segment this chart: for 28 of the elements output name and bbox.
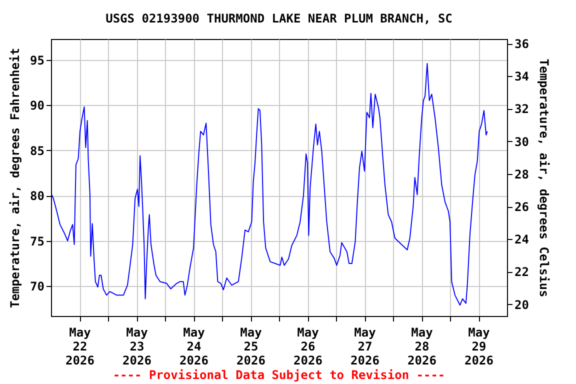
y2-tick-label: 24: [514, 232, 529, 247]
y-tick-label: 80: [30, 189, 44, 204]
x-tick-label: May 27 2026: [350, 326, 380, 368]
text: ---- Provisional Data Subject to Revision ----: [112, 368, 446, 382]
y2-tick-label: 26: [514, 200, 529, 214]
y-tick-label: 90: [30, 98, 44, 113]
y-tick-label: 70: [30, 280, 44, 294]
y2-tick-label: 20: [514, 298, 529, 312]
y2-tick-label: 28: [514, 167, 529, 182]
x-tick-label: May 24 2026: [180, 326, 208, 368]
line-series: [51, 62, 488, 306]
y2-tick-label: 36: [514, 37, 529, 52]
y2-axis-title: Temperature, air, degrees Celsius: [536, 58, 551, 298]
x-tick-label: May 25 2026: [236, 326, 266, 368]
y-tick-label: 85: [30, 144, 44, 158]
x-tick-label: May 26 2026: [294, 326, 322, 368]
x-tick-label: May 29 2026: [464, 326, 494, 368]
x-tick-label: May 22 2026: [66, 326, 94, 368]
chart-title: USGS 02193900 THURMOND LAKE NEAR PLUM BRANCH, SC: [106, 12, 452, 26]
y-tick-label: 95: [30, 53, 44, 68]
y2-tick-label: 22: [514, 265, 529, 280]
y2-tick-label: 32: [514, 102, 529, 116]
y2-tick-label: 34: [514, 70, 529, 84]
y2-tick-label: 30: [514, 134, 529, 149]
y-axis-title: Temperature, air, degrees Fahrenheit: [8, 48, 22, 308]
x-tick-label: May 28 2026: [408, 326, 436, 368]
x-tick-label: May 23 2026: [122, 326, 152, 368]
y-tick-label: 75: [30, 234, 44, 248]
